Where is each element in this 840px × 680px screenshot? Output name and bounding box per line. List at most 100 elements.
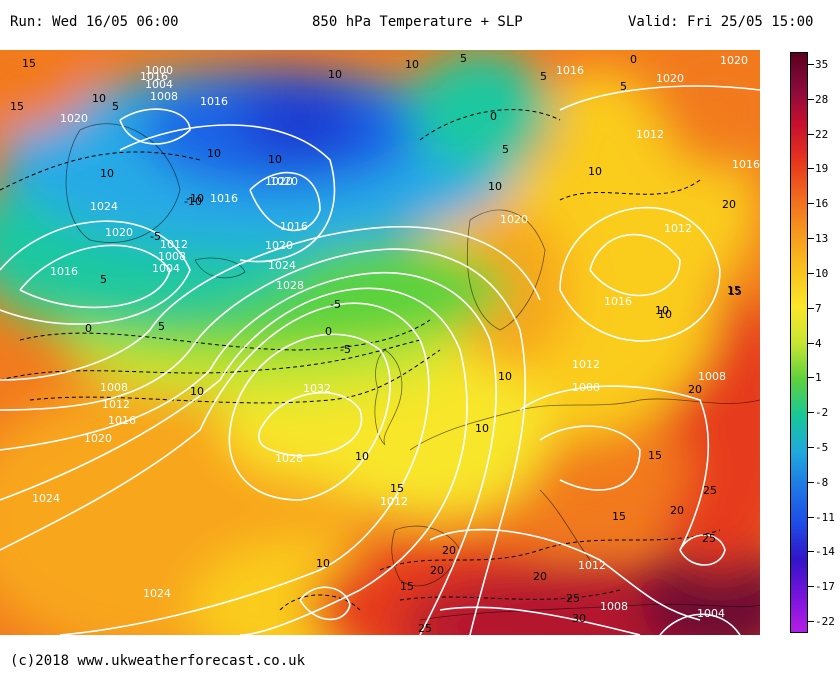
temp-label: 15 <box>10 100 24 113</box>
colorbar-label: 16 <box>815 197 829 211</box>
temp-label: 25 <box>566 592 580 605</box>
temp-label: 20 <box>533 570 547 583</box>
colorbar-tick <box>808 98 814 100</box>
colorbar-label: 7 <box>815 301 822 315</box>
colorbar-tick <box>808 238 814 240</box>
temp-label: 0 <box>325 325 332 338</box>
colorbar-tick <box>808 551 814 553</box>
isobar-1016-russia <box>559 206 721 342</box>
pressure-label: 1008 <box>572 381 600 394</box>
colorbar-label: 13 <box>815 232 829 246</box>
pressure-label: 1020 <box>270 175 298 188</box>
coastline-iberia <box>391 525 461 587</box>
isobar-1024-greenland <box>19 244 171 309</box>
temp-label: 5 <box>460 52 467 65</box>
pressure-label: 1028 <box>276 279 304 292</box>
pressure-label: 1016 <box>556 64 584 77</box>
pressure-label: 1008 <box>150 90 178 103</box>
temp-label: 10 <box>316 557 330 570</box>
colorbar-tick <box>808 481 814 483</box>
colorbar-tick <box>808 64 814 65</box>
pressure-label: 1008 <box>600 600 628 613</box>
temp-label: 10 <box>588 165 602 178</box>
pressure-label: 1020 <box>500 213 528 226</box>
temp-label: 10 <box>488 180 502 193</box>
pressure-label: 1024 <box>90 200 118 213</box>
temp-label: 20 <box>722 198 736 211</box>
isobar-1012-south <box>429 528 701 621</box>
pressure-label: 1020 <box>84 432 112 445</box>
pressure-label: 1008 <box>698 370 726 383</box>
pressure-label: 1016 <box>604 295 632 308</box>
isotherm-10-center <box>559 179 701 201</box>
isobar-1016-arctic <box>119 124 336 263</box>
colorbar-tick <box>808 203 814 205</box>
temp-label: 10 <box>498 370 512 383</box>
isobar-1020 <box>0 287 468 635</box>
colorbar-tick <box>808 586 814 588</box>
isobar-1008-east <box>539 425 641 491</box>
colorbar-label: -11 <box>815 510 835 524</box>
temp-label: 0 <box>85 322 92 335</box>
coastline-scandinavia <box>466 209 546 331</box>
temp-label: 10 <box>658 308 672 321</box>
pressure-label: 1032 <box>303 382 331 395</box>
temp-label: 0 <box>490 110 497 123</box>
isobar-1020-greenland <box>0 220 191 325</box>
temp-label: 30 <box>572 612 586 625</box>
colorbar <box>790 52 808 633</box>
isotherm-10-north <box>0 151 201 191</box>
temp-label: 15 <box>612 510 626 523</box>
pressure-label: 1012 <box>572 358 600 371</box>
temp-label: 5 <box>158 320 165 333</box>
temp-label: -5 <box>330 298 341 311</box>
pressure-label: 1020 <box>265 175 293 188</box>
colorbar-tick <box>808 342 814 344</box>
temp-label: 10 <box>328 68 342 81</box>
temp-label: 15 <box>400 580 414 593</box>
colorbar-tick <box>808 307 814 309</box>
colorbar-label: -2 <box>815 406 829 420</box>
pressure-label: 1020 <box>656 72 684 85</box>
coastline-iceland <box>194 257 246 279</box>
pressure-label: 1016 <box>140 70 168 83</box>
pressure-label: 1004 <box>145 78 173 91</box>
pressure-label: 1012 <box>578 559 606 572</box>
colorbar-label: 35 <box>815 58 829 71</box>
weather-map: 1016 1020 1000 1004 1008 1016 1020 1024 … <box>0 50 760 635</box>
temp-label: 15 <box>728 285 742 298</box>
coastline-greenland <box>65 123 181 243</box>
pressure-label: 1012 <box>102 398 130 411</box>
temp-label: 10 <box>655 304 669 317</box>
colorbar-label: -14 <box>815 545 835 559</box>
temp-label: 5 <box>100 273 107 286</box>
temp-label: 20 <box>688 383 702 396</box>
cold-region-barents <box>410 50 550 170</box>
colorbar-tick <box>808 133 814 135</box>
temp-label: 5 <box>112 100 119 113</box>
colorbar-label: 4 <box>815 336 822 350</box>
temp-label: 5 <box>620 80 627 93</box>
isobar-25-ring <box>679 534 726 566</box>
temp-label: 25 <box>418 622 432 635</box>
temp-label: 10 <box>355 450 369 463</box>
pressure-label: 1008 <box>158 250 186 263</box>
temp-label: 25 <box>702 532 716 545</box>
warm-corner-nw <box>0 50 90 130</box>
pressure-label: 1012 <box>636 128 664 141</box>
colorbar-tick <box>808 516 814 518</box>
temp-label: 20 <box>670 504 684 517</box>
temp-label: 15 <box>390 482 404 495</box>
colorbar-tick <box>808 621 814 622</box>
temp-label: 10 <box>207 147 221 160</box>
colorbar-label: -5 <box>815 440 829 454</box>
coastline-africa <box>419 603 760 621</box>
temp-label: 20 <box>430 564 444 577</box>
isobar-1012-russia <box>589 233 681 297</box>
colorbar-tick <box>808 446 814 448</box>
run-time-label: Run: Wed 16/05 06:00 <box>10 14 179 30</box>
isobar-1008-south <box>439 606 641 635</box>
pressure-label: 1004 <box>152 262 180 275</box>
isotherm-10-atlantic <box>279 594 361 611</box>
temp-label: -10 <box>186 192 204 205</box>
